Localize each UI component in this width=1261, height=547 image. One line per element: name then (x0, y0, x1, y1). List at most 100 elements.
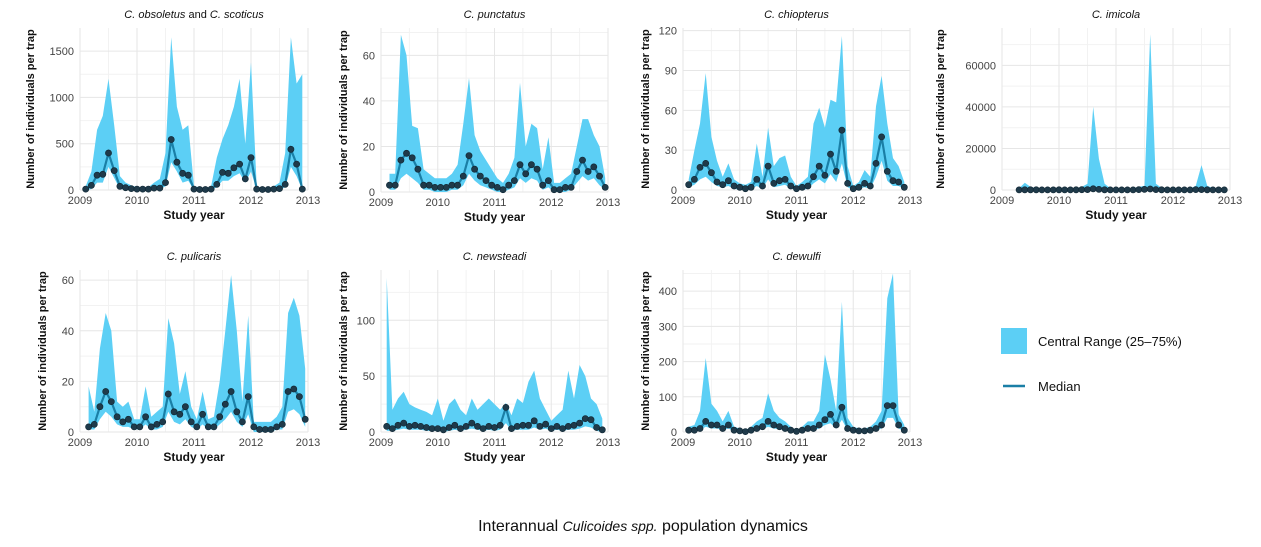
panel-3: 2009 2010 2011 2012 2013 0 30 60 90 120 C. chiopte… (640, 9, 922, 222)
median-point (99, 170, 107, 178)
median-point (454, 181, 461, 189)
median-point (702, 417, 710, 425)
median-point (810, 425, 817, 432)
x-tick-label: 2011 (785, 437, 809, 449)
median-point (1209, 186, 1217, 194)
median-point (391, 181, 399, 189)
central-range-band (688, 273, 905, 432)
median-point (431, 183, 439, 191)
median-point (270, 185, 278, 193)
y-tick-label: 20 (62, 376, 74, 388)
median-point (493, 183, 501, 191)
median-point (1106, 186, 1114, 194)
x-tick-label: 2010 (125, 195, 149, 207)
median-point (210, 423, 218, 431)
median-point (519, 421, 527, 429)
panel-title-part: C. chiopterus (764, 9, 829, 21)
median-point (173, 158, 181, 166)
y-tick-label: 100 (659, 392, 677, 404)
y-tick-label: 200 (659, 357, 677, 369)
median-point (579, 156, 586, 164)
median-point (190, 185, 198, 193)
median-point (747, 183, 755, 191)
median-point (1015, 186, 1023, 194)
x-tick-label: 2011 (182, 195, 206, 207)
median-point (764, 417, 772, 425)
panel-title-part: C. punctatus (464, 9, 526, 21)
median-point (798, 183, 806, 191)
median-point (181, 403, 189, 411)
x-tick-label: 2012 (539, 437, 563, 449)
median-point (88, 181, 95, 189)
x-tick-label: 2011 (483, 197, 507, 209)
median-point (719, 181, 727, 189)
y-tick-label: 300 (659, 321, 677, 333)
median-point (502, 403, 510, 411)
median-point (1067, 186, 1074, 194)
median-point (1089, 185, 1097, 193)
y-tick-label: 1500 (50, 46, 74, 58)
y-tick-label: 40 (363, 96, 375, 108)
x-axis-label: Study year (464, 450, 526, 464)
median-point (119, 418, 127, 426)
median-point (451, 421, 459, 429)
median-point (425, 181, 433, 189)
panel-title-part: C. obsoletus (124, 9, 186, 21)
caption-part: population dynamics (658, 518, 808, 535)
median-point (422, 424, 430, 431)
y-tick-label: 0 (68, 427, 74, 439)
median-point (1181, 186, 1188, 194)
median-point (525, 421, 532, 429)
x-tick-label: 2013 (296, 195, 320, 207)
median-point (793, 427, 800, 435)
median-point (287, 145, 295, 153)
median-point (598, 426, 606, 434)
median-point (516, 161, 524, 169)
median-point (878, 421, 885, 429)
median-point (559, 425, 566, 432)
median-point (116, 182, 124, 190)
median-point (878, 133, 885, 141)
median-point (136, 423, 144, 431)
median-point (213, 180, 221, 188)
median-point (110, 167, 118, 174)
median-point (1215, 186, 1222, 194)
y-tick-label: 20000 (965, 143, 996, 155)
median-point (1118, 186, 1126, 194)
y-tick-label: 50 (363, 371, 375, 383)
panel-title: C. imicola (1092, 9, 1140, 21)
median-point (434, 425, 442, 432)
median-point (383, 422, 391, 430)
median-point (167, 136, 175, 143)
median-point (1146, 185, 1154, 193)
median-point (1141, 185, 1148, 193)
median-point (736, 183, 744, 191)
x-tick-label: 2011 (483, 437, 507, 449)
median-point (508, 425, 515, 432)
y-axis-label: Number of individuals per trap (935, 29, 947, 189)
caption-part: Culicoides spp. (563, 518, 658, 534)
median-point (462, 422, 470, 430)
median-point (144, 185, 152, 193)
median-point (895, 178, 902, 186)
y-tick-label: 0 (671, 427, 677, 439)
x-tick-label: 2009 (671, 437, 695, 449)
median-point (284, 388, 292, 395)
median-point (247, 154, 255, 161)
median-point (781, 425, 789, 432)
median-point (587, 416, 595, 424)
median-point (708, 421, 715, 429)
y-tick-label: 60 (665, 105, 677, 117)
x-tick-label: 2012 (1161, 195, 1185, 207)
median-point (1135, 186, 1143, 193)
legend: Central Range (25–75%) Median (1001, 328, 1182, 394)
median-point (295, 393, 303, 400)
x-tick-label: 2009 (369, 197, 393, 209)
panel-title: C. punctatus (464, 9, 526, 21)
median-point (90, 420, 98, 428)
median-point (584, 168, 592, 175)
median-point (550, 186, 558, 194)
median-point (1021, 186, 1029, 194)
median-point (838, 403, 846, 411)
median-point (159, 418, 167, 426)
